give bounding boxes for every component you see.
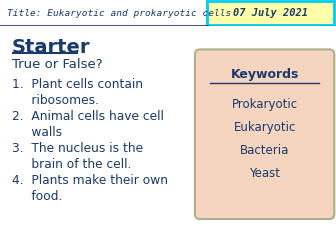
Text: Prokaryotic: Prokaryotic bbox=[232, 98, 298, 111]
Text: 07 July 2021: 07 July 2021 bbox=[233, 8, 308, 18]
Text: ribosomes.: ribosomes. bbox=[12, 94, 99, 107]
Text: walls: walls bbox=[12, 126, 62, 139]
Text: Keywords: Keywords bbox=[230, 68, 299, 81]
Text: Yeast: Yeast bbox=[249, 167, 280, 180]
Text: 3.  The nucleus is the: 3. The nucleus is the bbox=[12, 142, 143, 155]
FancyBboxPatch shape bbox=[195, 49, 334, 219]
Text: brain of the cell.: brain of the cell. bbox=[12, 158, 131, 171]
FancyBboxPatch shape bbox=[207, 1, 334, 25]
Text: Title: Eukaryotic and prokaryotic cells: Title: Eukaryotic and prokaryotic cells bbox=[7, 9, 231, 18]
Text: Eukaryotic: Eukaryotic bbox=[234, 121, 296, 134]
Text: Bacteria: Bacteria bbox=[240, 144, 289, 157]
Text: food.: food. bbox=[12, 190, 62, 203]
Text: Starter: Starter bbox=[12, 39, 90, 57]
Text: 4.  Plants make their own: 4. Plants make their own bbox=[12, 174, 168, 187]
Text: True or False?: True or False? bbox=[12, 58, 102, 71]
Text: 2.  Animal cells have cell: 2. Animal cells have cell bbox=[12, 110, 164, 123]
Text: 1.  Plant cells contain: 1. Plant cells contain bbox=[12, 78, 143, 91]
